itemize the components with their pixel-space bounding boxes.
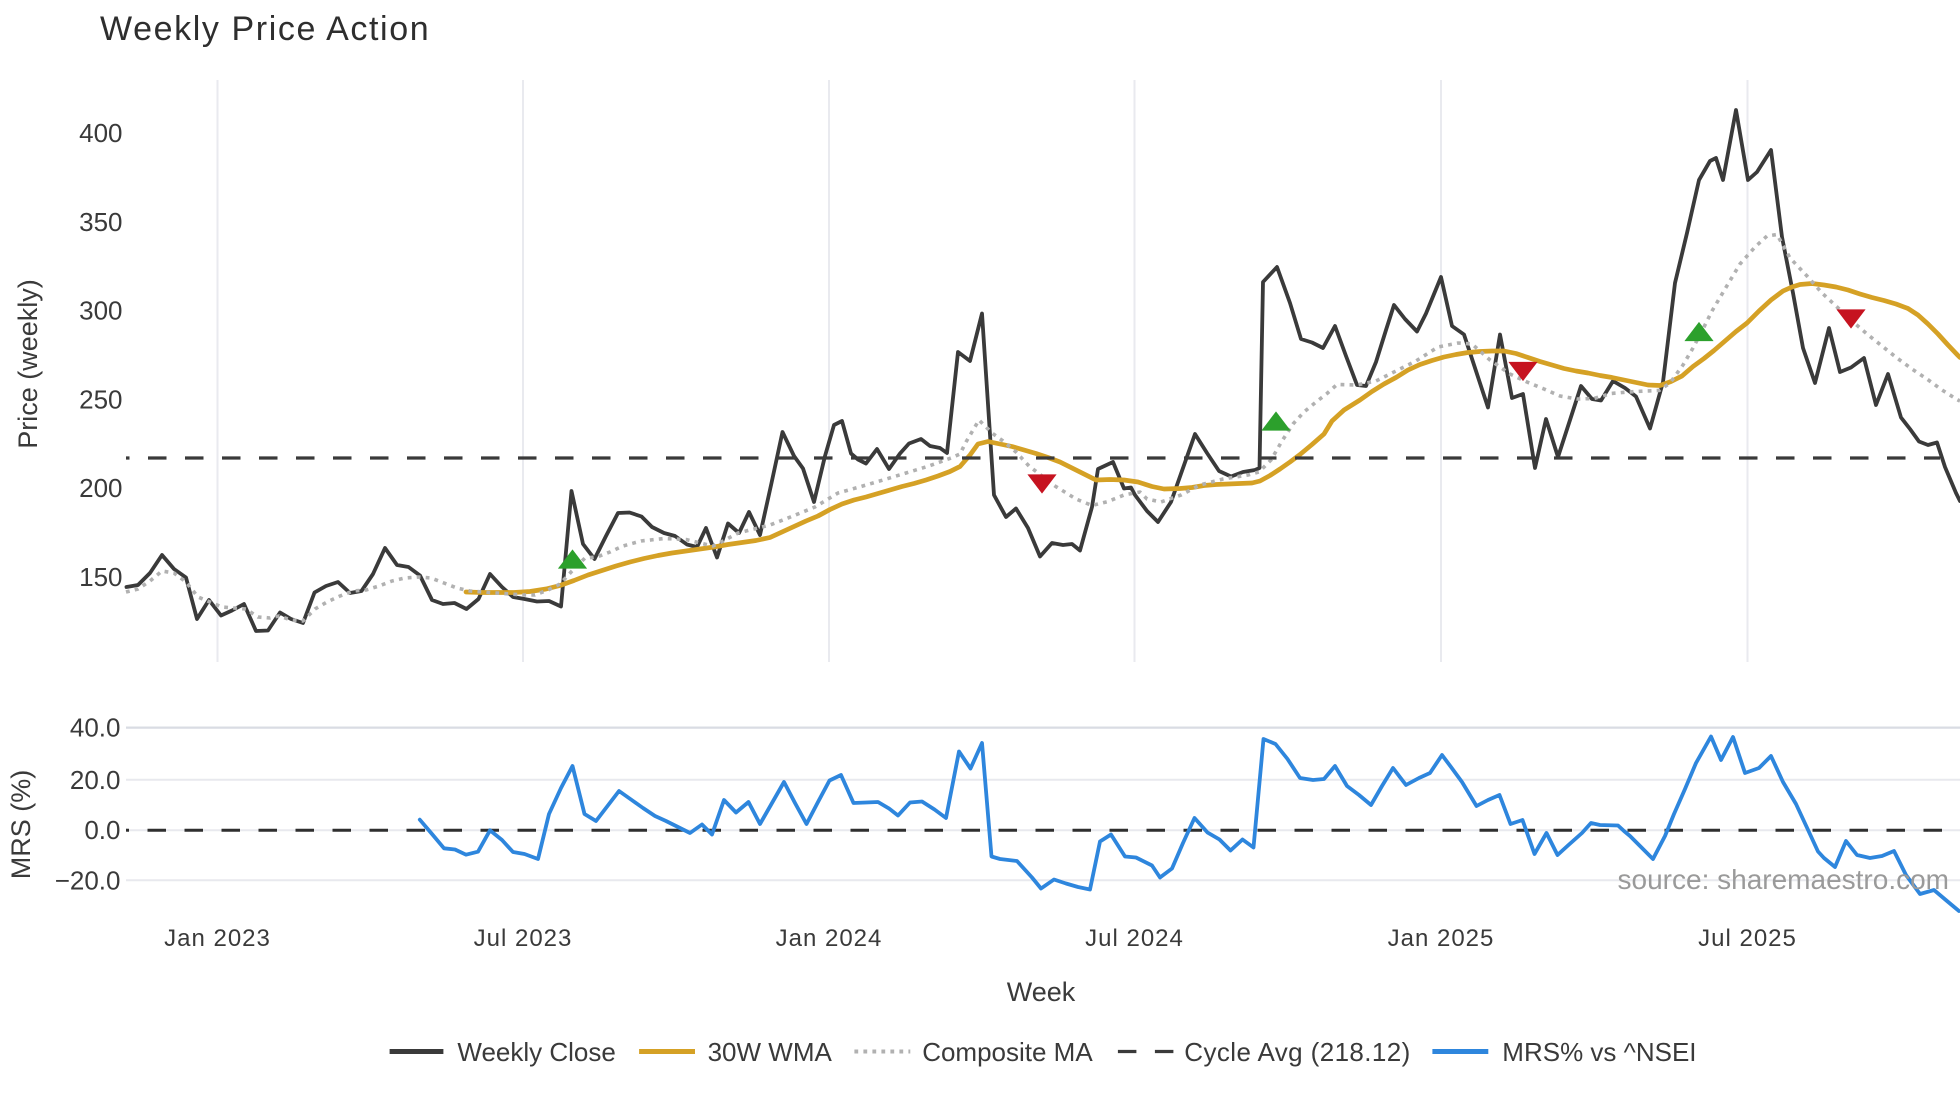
svg-text:Composite MA: Composite MA — [922, 1037, 1093, 1067]
svg-text:source: sharemaestro.com: source: sharemaestro.com — [1618, 864, 1949, 895]
svg-text:20.0: 20.0 — [70, 765, 121, 795]
svg-text:Week: Week — [1007, 977, 1076, 1007]
svg-text:MRS (%): MRS (%) — [6, 770, 36, 880]
svg-text:200: 200 — [79, 473, 122, 503]
svg-text:Price (weekly): Price (weekly) — [13, 279, 43, 449]
svg-text:0.0: 0.0 — [84, 815, 120, 845]
svg-text:Jul 2023: Jul 2023 — [474, 925, 573, 952]
svg-text:40.0: 40.0 — [70, 713, 121, 743]
svg-text:Jul 2024: Jul 2024 — [1085, 925, 1184, 952]
svg-text:Jul 2025: Jul 2025 — [1698, 925, 1797, 952]
svg-text:Cycle Avg (218.12): Cycle Avg (218.12) — [1184, 1037, 1410, 1067]
svg-text:Jan 2025: Jan 2025 — [1388, 925, 1495, 952]
svg-text:250: 250 — [79, 384, 122, 414]
svg-text:30W WMA: 30W WMA — [708, 1037, 833, 1067]
svg-text:Weekly Close: Weekly Close — [457, 1037, 615, 1067]
svg-text:400: 400 — [79, 118, 122, 148]
svg-text:Weekly Price Action: Weekly Price Action — [100, 10, 430, 48]
svg-text:Jan 2024: Jan 2024 — [776, 925, 883, 952]
svg-text:300: 300 — [79, 296, 122, 326]
svg-text:MRS% vs ^NSEI: MRS% vs ^NSEI — [1502, 1037, 1696, 1067]
svg-text:−20.0: −20.0 — [55, 865, 121, 895]
svg-text:150: 150 — [79, 562, 122, 592]
svg-text:Jan 2023: Jan 2023 — [164, 925, 271, 952]
svg-text:350: 350 — [79, 207, 122, 237]
